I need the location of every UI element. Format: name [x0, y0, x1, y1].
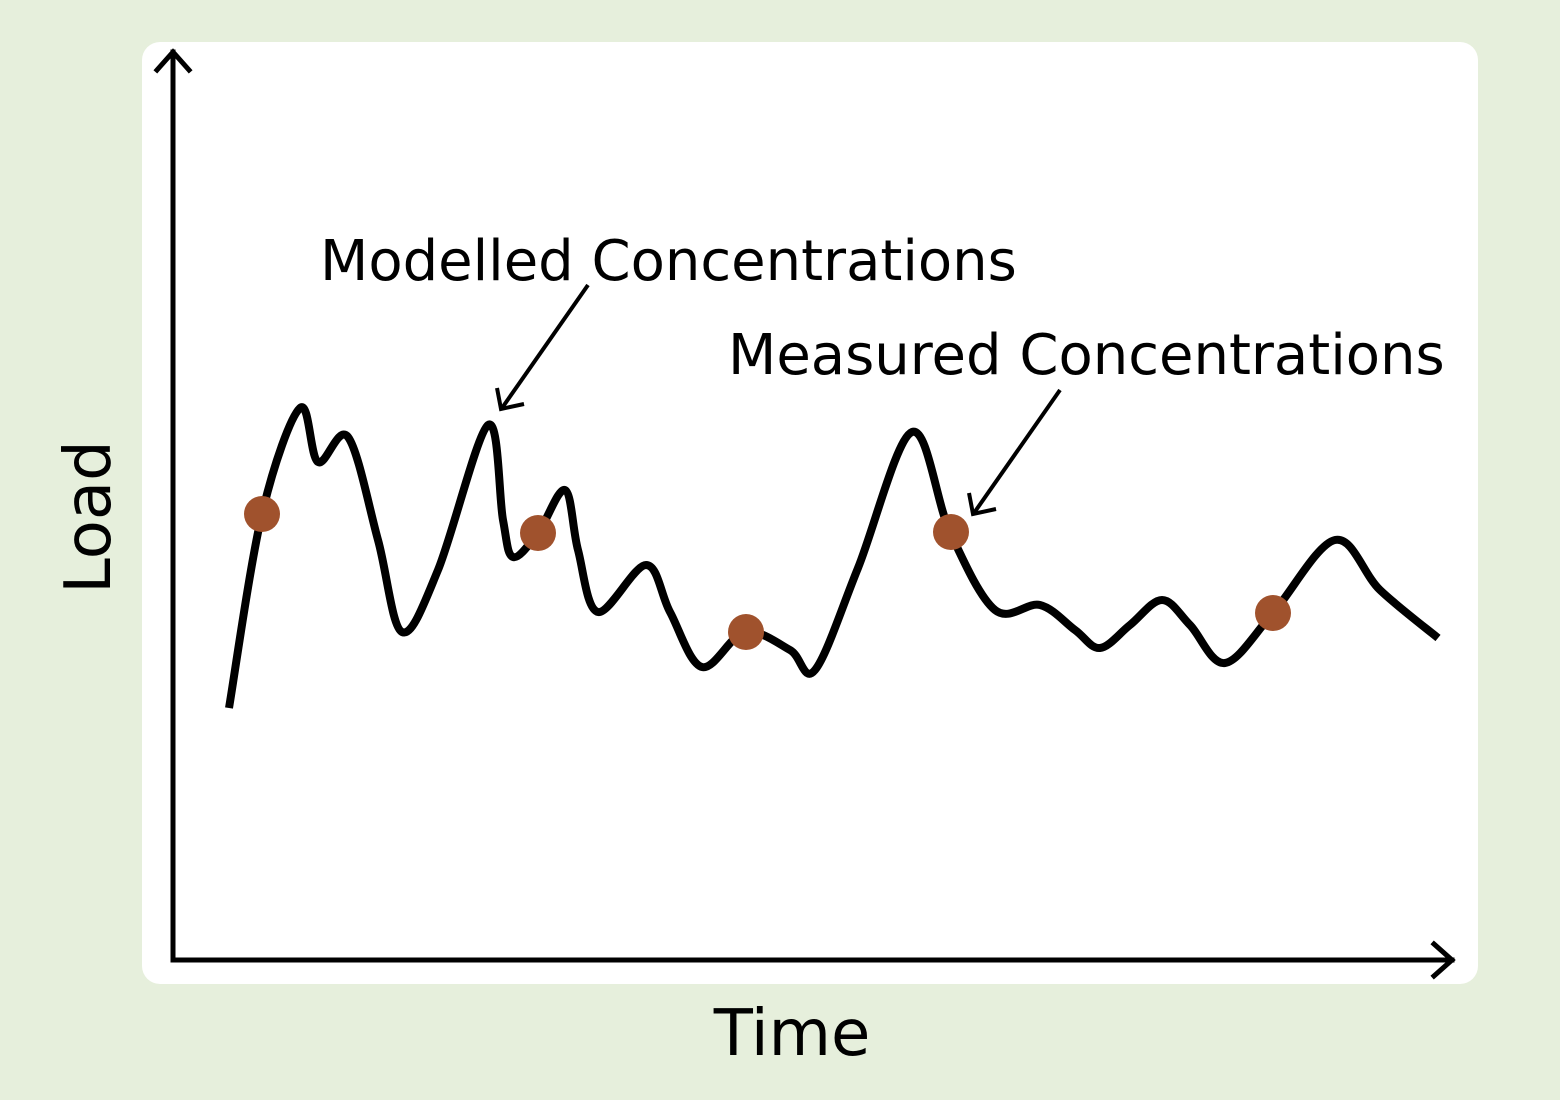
measured-concentration-point	[244, 496, 280, 532]
x-axis-arrow-icon	[1430, 940, 1456, 980]
measured-arrowhead-icon	[967, 492, 997, 517]
y-axis-label: Load	[52, 440, 126, 594]
diagram-panel	[142, 42, 1478, 984]
modelled-arrowhead-icon	[495, 387, 525, 412]
modelled-concentration-curve	[225, 403, 1441, 709]
y-axis-arrow-icon	[153, 48, 193, 74]
measured-concentration-point	[728, 614, 764, 650]
measured-concentration-point	[1255, 595, 1291, 631]
measured-concentration-point	[520, 515, 556, 551]
modelled-label: Modelled Concentrations	[320, 229, 1017, 294]
measured-label: Measured Concentrations	[728, 323, 1445, 388]
modelled-arrow	[500, 283, 590, 410]
x-axis-label: Time	[713, 997, 871, 1071]
measured-arrow	[972, 388, 1062, 515]
measured-concentration-point	[933, 514, 969, 550]
